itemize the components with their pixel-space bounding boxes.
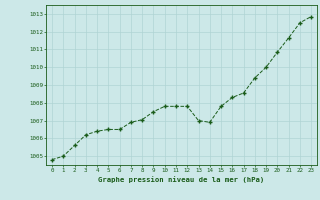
- X-axis label: Graphe pression niveau de la mer (hPa): Graphe pression niveau de la mer (hPa): [99, 176, 265, 183]
